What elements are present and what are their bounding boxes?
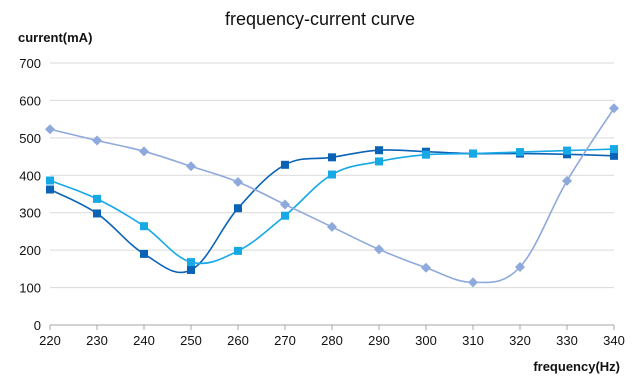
- x-tick-label: 290: [368, 333, 390, 348]
- x-axis-title: frequency(Hz): [533, 359, 620, 374]
- series-2-point: [610, 145, 618, 154]
- series-2-point: [281, 211, 289, 220]
- x-tick-label: 320: [509, 333, 531, 348]
- series-3-point: [280, 199, 290, 210]
- x-tick-label: 240: [133, 333, 155, 348]
- series-2-point: [187, 258, 195, 267]
- series-3-point: [609, 103, 619, 114]
- series-3-point: [468, 277, 478, 288]
- series-3-point: [327, 221, 337, 232]
- axes: [49, 324, 615, 330]
- series-3-point: [139, 146, 149, 157]
- series-2-point: [563, 146, 571, 155]
- series-1-point: [375, 146, 383, 155]
- x-tick-label: 280: [321, 333, 343, 348]
- series-3-point: [562, 175, 572, 186]
- series-2-point: [375, 157, 383, 166]
- x-tick-label: 220: [39, 333, 61, 348]
- series-2-point: [328, 170, 336, 179]
- series-3-point: [374, 244, 384, 255]
- series-1-point: [234, 204, 242, 213]
- series-1-point: [140, 249, 148, 258]
- y-tick-label: 500: [19, 131, 41, 146]
- data-markers: [45, 103, 619, 288]
- y-tick-label: 100: [19, 281, 41, 296]
- series-3-point: [92, 135, 102, 146]
- x-tick-label: 330: [556, 333, 578, 348]
- series-lines: [49, 107, 615, 284]
- series-3-point: [515, 261, 525, 272]
- x-tick-labels: 220 230 240 250 260 270 280 290 300 310 320 330 340: [39, 333, 625, 348]
- y-tick-label: 400: [19, 168, 41, 183]
- series-3-point: [186, 161, 196, 172]
- series-1-point: [610, 151, 618, 160]
- x-tick-label: 250: [180, 333, 202, 348]
- x-tick-label: 310: [462, 333, 484, 348]
- series-3-point: [421, 262, 431, 273]
- y-tick-label: 600: [19, 93, 41, 108]
- series-2-point: [516, 148, 524, 157]
- series-3-point: [45, 124, 55, 135]
- series-1-point: [46, 185, 54, 194]
- series-3-line: [49, 107, 615, 284]
- series-2-point: [234, 246, 242, 255]
- series-1-point: [187, 265, 195, 274]
- y-axis-title: current(mA): [18, 30, 92, 45]
- x-tick-label: 300: [415, 333, 437, 348]
- series-2-point: [93, 194, 101, 203]
- series-1-point: [93, 209, 101, 218]
- series-1-point: [281, 160, 289, 169]
- chart-title: frequency-current curve: [225, 9, 415, 29]
- series-3-point: [233, 177, 243, 188]
- y-tick-labels: 0 100 200 300 400 500 600 700: [19, 56, 41, 333]
- y-tick-label: 700: [19, 56, 41, 71]
- y-tick-label: 300: [19, 206, 41, 221]
- series-1-point: [328, 153, 336, 162]
- x-tick-label: 230: [86, 333, 108, 348]
- series-2-point: [140, 222, 148, 231]
- series-2-point: [469, 149, 477, 158]
- series-2-point: [46, 176, 54, 185]
- x-tick-label: 270: [274, 333, 296, 348]
- y-tick-label: 0: [34, 318, 41, 333]
- x-tick-label: 340: [603, 333, 625, 348]
- series-2-point: [422, 150, 430, 159]
- y-tick-label: 200: [19, 243, 41, 258]
- x-tick-label: 260: [227, 333, 249, 348]
